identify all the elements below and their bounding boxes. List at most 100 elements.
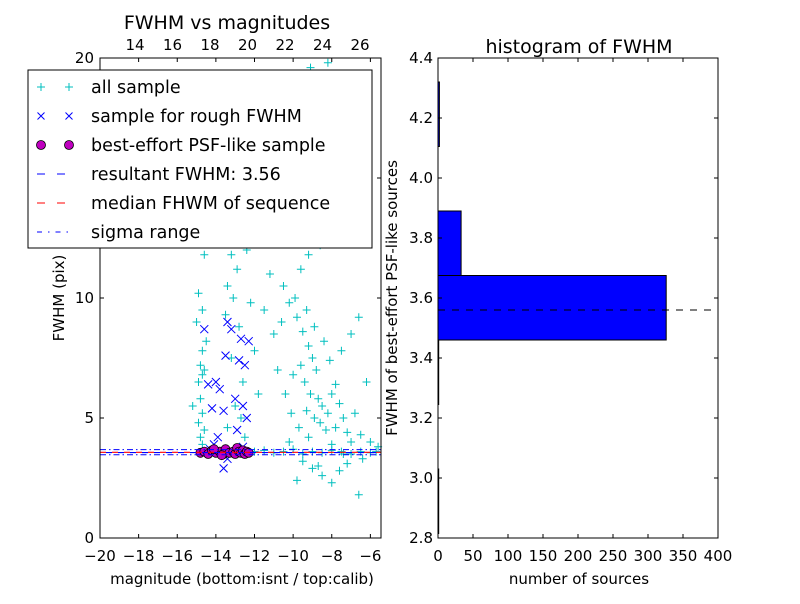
all-sample-point	[196, 394, 205, 403]
all-sample-point	[347, 450, 356, 458]
rough-sample-point	[223, 317, 232, 327]
all-sample-point	[302, 306, 311, 314]
all-sample-point	[310, 414, 319, 422]
all-sample-point	[310, 322, 319, 331]
all-sample-point	[304, 433, 313, 442]
all-sample-point	[254, 390, 263, 398]
all-sample-point	[343, 459, 352, 468]
x-tick-label: −8	[321, 547, 343, 565]
all-sample-point	[188, 402, 197, 410]
rough-sample-point	[207, 404, 217, 413]
rough-sample-point	[219, 406, 228, 416]
all-sample-point	[198, 346, 207, 355]
top-x-tick-label: 24	[313, 36, 332, 54]
histogram-title: histogram of FWHM	[485, 36, 672, 58]
all-sample-point	[304, 250, 313, 259]
x-tick-label: −10	[277, 547, 309, 565]
rough-sample-point	[232, 425, 242, 435]
x-tick-label: 50	[463, 547, 482, 565]
all-sample-point	[296, 361, 305, 370]
all-sample-point	[196, 433, 205, 442]
all-sample-point	[323, 409, 332, 418]
all-sample-point	[281, 390, 290, 398]
y-tick-label: 5	[84, 409, 94, 427]
legend-label: resultant FWHM: 3.56	[91, 165, 281, 185]
top-x-tick-label: 18	[200, 36, 219, 54]
all-sample-point	[273, 366, 282, 374]
all-sample-point	[196, 361, 205, 370]
all-sample-point	[304, 342, 313, 350]
legend-entry: median FHWM of sequence	[37, 194, 330, 214]
all-sample-point	[227, 250, 236, 259]
all-sample-point	[198, 306, 207, 314]
all-sample-point	[327, 446, 336, 455]
all-sample-point	[192, 318, 201, 326]
rough-sample-point	[242, 413, 252, 423]
y-tick-label: 4.2	[409, 109, 433, 127]
all-sample-point	[320, 337, 329, 346]
all-sample-point	[200, 426, 209, 434]
all-sample-point	[335, 466, 344, 475]
legend: all sample sample for rough FWHM best-effo…	[27, 69, 373, 249]
x-tick-label: 100	[494, 547, 523, 565]
all-sample-point	[372, 447, 381, 456]
histogram-bar	[437, 275, 667, 341]
all-sample-point	[194, 289, 203, 298]
rough-sample-point	[244, 336, 254, 346]
rough-sample-point	[213, 432, 223, 442]
legend-marker-circle	[64, 140, 74, 150]
y-tick-label: 4.4	[409, 49, 433, 67]
rough-sample-point	[226, 324, 236, 334]
all-sample-point	[337, 346, 346, 355]
all-sample-point	[260, 306, 269, 314]
all-sample-point	[238, 378, 247, 386]
rough-sample-point	[211, 377, 221, 387]
rough-sample-point	[219, 464, 228, 473]
legend-entry: sigma range	[37, 223, 200, 243]
all-sample-point	[291, 294, 300, 302]
legend-entry: all sample	[37, 78, 181, 98]
all-sample-point	[298, 450, 307, 458]
y-tick-label: 10	[75, 289, 94, 307]
legend-label: sample for rough FWHM	[91, 107, 302, 127]
all-sample-point	[296, 265, 305, 274]
x-tick-label: −20	[84, 547, 116, 565]
legend-marker-x	[65, 112, 73, 120]
legend-marker-circle	[36, 140, 46, 150]
x-tick-label: −16	[161, 547, 193, 565]
all-sample-point	[292, 476, 301, 485]
all-sample-point	[194, 418, 203, 427]
x-tick-label: −14	[200, 547, 232, 565]
x-tick-label: 400	[704, 547, 733, 565]
all-sample-point	[235, 322, 244, 331]
all-sample-point	[227, 354, 236, 362]
all-sample-point	[306, 390, 315, 398]
all-sample-point	[240, 433, 249, 442]
rough-sample-point	[234, 356, 244, 365]
all-sample-point	[285, 298, 294, 307]
all-sample-point	[246, 298, 255, 307]
all-sample-point	[331, 380, 340, 389]
all-sample-point	[194, 378, 203, 386]
legend-box	[27, 69, 373, 249]
all-sample-point	[327, 478, 336, 487]
x-tick-label: 200	[564, 547, 593, 565]
all-sample-point	[236, 414, 245, 422]
all-sample-point	[343, 428, 352, 437]
legend-entry: resultant FWHM: 3.56	[37, 165, 281, 185]
y-tick-label: 3.8	[409, 229, 433, 247]
rough-sample-point	[221, 351, 230, 360]
rough-sample-point	[240, 360, 250, 370]
all-sample-point	[337, 447, 346, 456]
top-x-tick-label: 20	[238, 36, 257, 54]
histogram-bar	[437, 210, 462, 276]
all-sample-point	[308, 354, 317, 362]
all-sample-point	[362, 378, 371, 386]
all-sample-point	[279, 447, 288, 456]
all-sample-point	[292, 313, 301, 322]
all-sample-point	[312, 366, 321, 374]
all-sample-point	[316, 418, 325, 427]
all-sample-point	[198, 409, 207, 418]
legend-entry: sample for rough FWHM	[37, 107, 302, 127]
